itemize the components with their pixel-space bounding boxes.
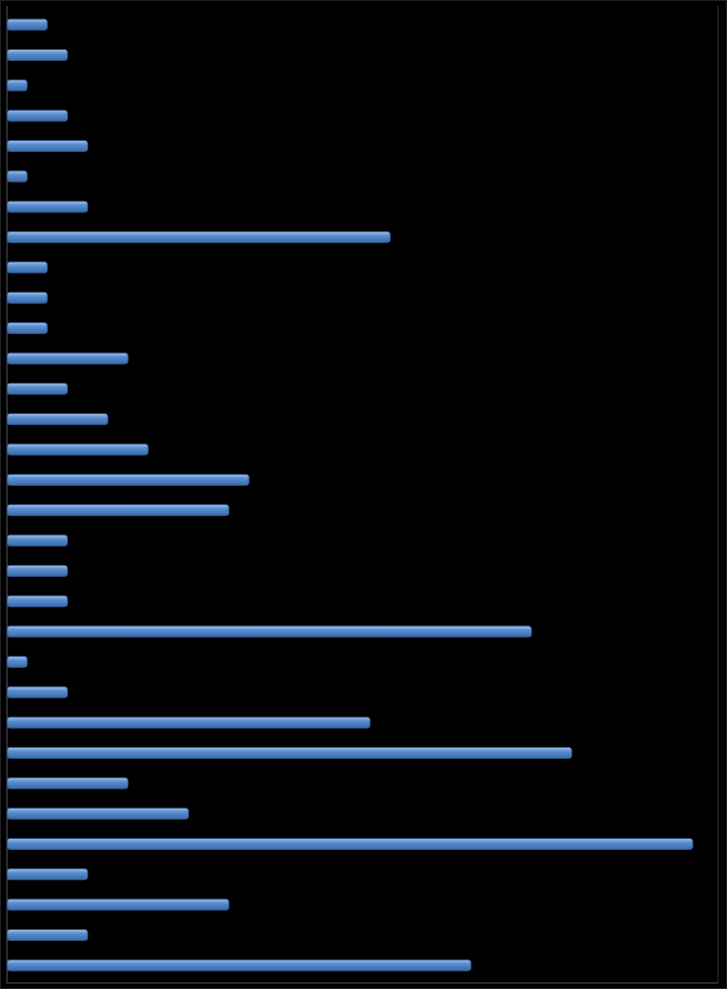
bar xyxy=(6,473,250,486)
bar xyxy=(6,534,69,547)
bar xyxy=(6,595,69,608)
bar xyxy=(6,382,69,395)
bar xyxy=(6,413,109,426)
bar xyxy=(6,837,694,850)
bar xyxy=(6,291,48,304)
bar xyxy=(6,898,230,911)
bar xyxy=(6,504,230,517)
bar xyxy=(6,716,371,729)
bar xyxy=(6,777,129,790)
bar xyxy=(6,18,48,31)
bar xyxy=(6,231,391,244)
bar xyxy=(6,868,89,881)
bar xyxy=(6,140,89,153)
bar xyxy=(6,200,89,213)
bar xyxy=(6,625,532,638)
bar xyxy=(6,655,28,668)
bar xyxy=(6,322,48,335)
bar xyxy=(6,79,28,92)
bar xyxy=(6,807,190,820)
bar xyxy=(6,261,48,274)
bar xyxy=(6,49,69,62)
bar xyxy=(6,564,69,577)
bar xyxy=(6,109,69,122)
bar xyxy=(6,959,472,972)
bar xyxy=(6,686,69,699)
bar xyxy=(6,352,129,365)
bar xyxy=(6,746,573,759)
bar xyxy=(6,170,28,183)
bar xyxy=(6,443,149,456)
bar xyxy=(6,928,89,941)
